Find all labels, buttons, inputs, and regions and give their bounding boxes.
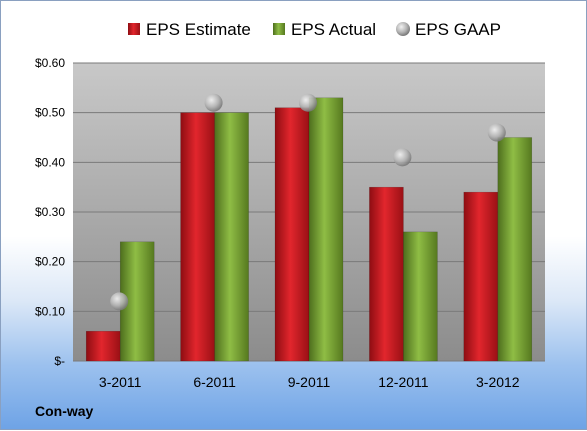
y-tick-label: $0.20 [35,255,65,269]
marker-eps-gaap [110,292,129,311]
bar-eps-estimate [85,330,121,362]
legend-swatch [396,22,410,36]
y-tick-label: $0.40 [35,155,65,169]
bar-eps-actual [214,112,249,362]
x-tick-label: 3-2012 [476,374,520,390]
y-tick-label: $0.30 [35,205,65,219]
x-tick-label: 3-2011 [99,374,142,390]
marker-eps-gaap [487,123,506,142]
y-axis: $- $0.10 $0.20 $0.30 $0.40 $0.50 $0.60 [35,56,65,368]
legend-item: EPS Actual [273,20,376,39]
bar-eps-actual [403,231,438,362]
legend-label: EPS GAAP [415,20,501,39]
marker-eps-gaap [393,148,412,167]
bar-eps-actual [308,97,344,362]
marker-eps-gaap [204,93,223,112]
legend-swatch [273,23,285,35]
legend: EPS Estimate EPS Actual EPS GAAP [128,20,501,39]
y-tick-label: $- [54,354,65,368]
marker-eps-gaap [299,93,317,112]
y-tick-label: $0.50 [35,106,65,120]
bar-eps-estimate [274,107,310,362]
legend-item: EPS Estimate [128,20,251,39]
bar-eps-estimate [180,112,215,362]
x-tick-label: 6-2011 [193,374,236,390]
gaap-markers [110,93,506,311]
y-tick-label: $0.10 [35,304,65,318]
bar-eps-estimate [369,186,404,362]
x-axis: 3-2011 6-2011 9-2011 12-2011 3-2012 [99,374,520,390]
bars [85,97,533,362]
bar-eps-estimate [463,191,499,362]
legend-swatch [128,23,140,35]
x-tick-label: 12-2011 [378,374,429,390]
company-name: Con-way [35,403,94,419]
legend-item: EPS GAAP [396,20,501,39]
legend-label: EPS Estimate [146,20,251,39]
bar-eps-actual [497,137,533,362]
y-tick-label: $0.60 [35,56,65,70]
x-tick-label: 9-2011 [288,374,331,390]
legend-label: EPS Actual [291,20,376,39]
